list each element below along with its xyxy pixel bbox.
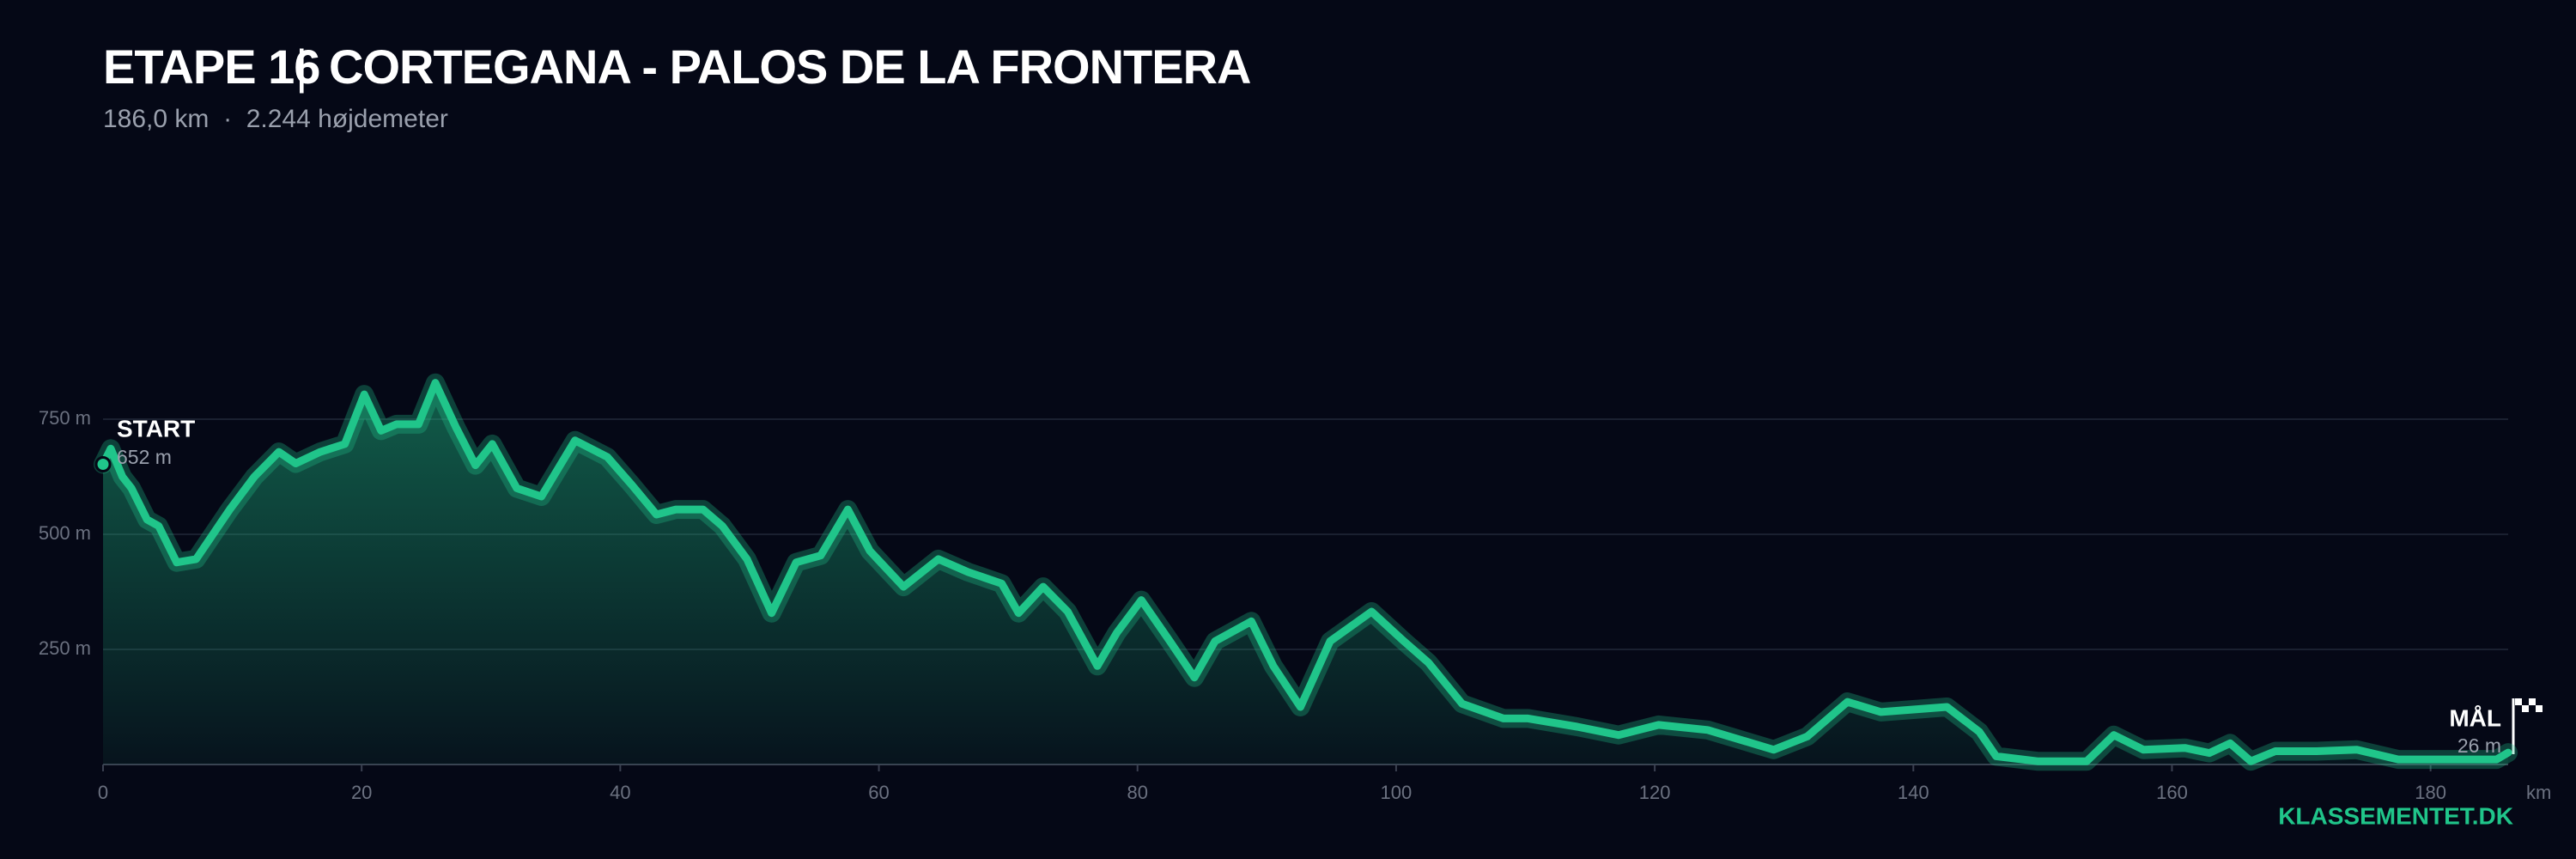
title-separator: | xyxy=(295,40,308,94)
x-tick-label: 160 xyxy=(2156,782,2188,803)
x-tick-label: 0 xyxy=(98,782,108,803)
finish-elevation: 26 m xyxy=(2458,734,2501,757)
x-tick-label: 120 xyxy=(1639,782,1671,803)
x-tick-label: 20 xyxy=(351,782,372,803)
y-tick-label: 500 m xyxy=(39,522,91,544)
x-tick-label: 60 xyxy=(868,782,889,803)
x-tick-label: 180 xyxy=(2415,782,2446,803)
start-point xyxy=(94,456,112,473)
elevation-line xyxy=(99,379,2512,765)
start-label: START xyxy=(117,415,195,442)
y-tick-label: 750 m xyxy=(39,407,91,429)
elevation-area xyxy=(103,382,2508,765)
chart-subtitle: 186,0 km · 2.244 højdemeter xyxy=(103,105,448,133)
stage-label: ETAPE 16 xyxy=(103,40,319,94)
start-elevation: 652 m xyxy=(117,446,172,468)
finish-label: MÅL xyxy=(2449,704,2501,731)
x-tick-label: 100 xyxy=(1381,782,1413,803)
x-tick-label: 140 xyxy=(1898,782,1929,803)
source: KLASSEMENTET.DK xyxy=(2278,802,2513,829)
y-tick-label: 250 m xyxy=(39,637,91,659)
x-axis-label: km xyxy=(2526,782,2551,803)
x-tick-label: 40 xyxy=(610,782,630,803)
chart-title: CORTEGANA - PALOS DE LA FRONTERA xyxy=(329,40,1250,94)
finish-flag xyxy=(2512,698,2543,754)
x-tick-label: 80 xyxy=(1127,782,1147,803)
